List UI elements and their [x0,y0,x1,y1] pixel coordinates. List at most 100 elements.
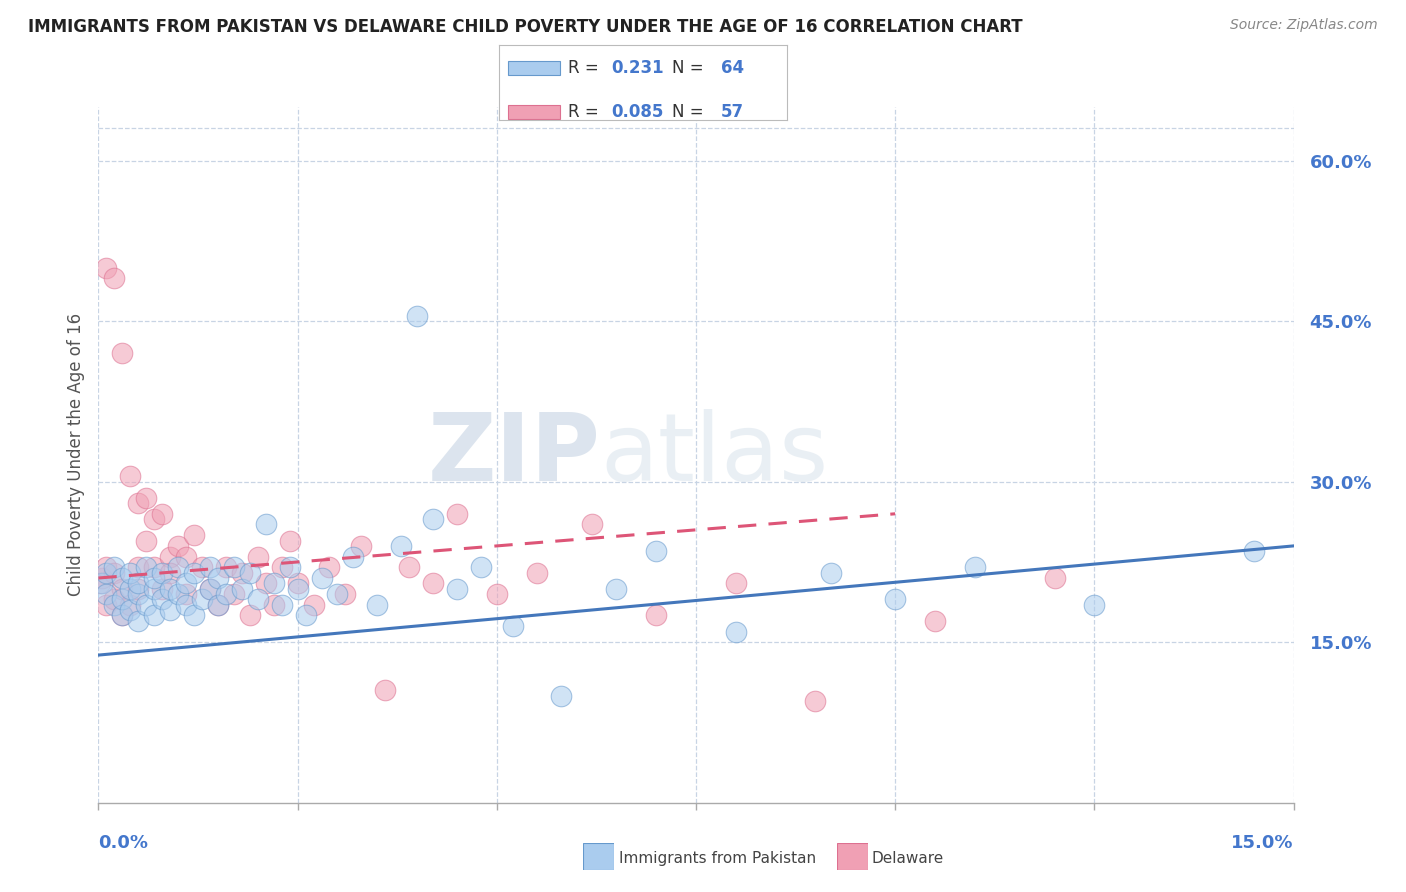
Point [550,689,572,703]
Point [111,571,134,585]
Point [963,560,986,574]
Point [326,587,349,601]
Point [239,566,262,580]
Point [89,576,111,591]
Point [485,587,508,601]
Point [143,582,166,596]
Point [198,560,221,574]
Point [96,560,118,574]
Text: 0.0%: 0.0% [98,834,149,852]
Point [174,549,197,564]
Point [263,598,285,612]
Point [222,560,245,574]
Point [111,582,134,596]
Point [207,571,229,585]
Point [120,582,142,596]
Point [389,539,412,553]
Point [198,582,221,596]
Point [103,592,125,607]
Text: atlas: atlas [600,409,828,501]
Point [143,512,166,526]
Point [645,544,668,558]
Point [231,582,253,596]
Text: ZIP: ZIP [427,409,600,501]
Point [174,598,197,612]
Point [263,576,285,591]
Point [150,566,173,580]
Point [120,566,142,580]
Point [342,549,364,564]
Point [127,496,149,510]
Point [96,566,118,580]
Point [183,528,205,542]
Point [103,598,125,612]
Text: Source: ZipAtlas.com: Source: ZipAtlas.com [1230,18,1378,32]
Text: N =: N = [672,59,714,77]
Point [222,587,245,601]
Text: N =: N = [672,103,714,121]
Point [174,576,197,591]
Point [350,539,373,553]
Point [231,566,253,580]
Point [127,614,149,628]
Point [422,576,444,591]
Text: 0.231: 0.231 [612,59,664,77]
Point [294,608,316,623]
Point [135,533,157,548]
Y-axis label: Child Poverty Under the Age of 16: Child Poverty Under the Age of 16 [66,313,84,597]
Point [103,271,125,285]
Point [406,309,429,323]
Point [143,608,166,623]
Text: Immigrants from Pakistan: Immigrants from Pakistan [619,851,815,865]
Point [645,608,668,623]
Point [270,560,292,574]
Point [287,576,309,591]
Point [884,592,907,607]
Point [91,571,114,585]
Point [1043,571,1066,585]
Point [159,582,181,596]
Text: IMMIGRANTS FROM PAKISTAN VS DELAWARE CHILD POVERTY UNDER THE AGE OF 16 CORRELATI: IMMIGRANTS FROM PAKISTAN VS DELAWARE CHI… [28,18,1022,36]
Point [135,560,157,574]
Point [96,587,118,601]
Point [215,560,238,574]
Point [198,582,221,596]
Text: R =: R = [568,59,610,77]
Point [207,598,229,612]
Point [143,560,166,574]
Point [150,507,173,521]
Point [111,346,134,360]
Text: 0.085: 0.085 [612,103,664,121]
Point [246,592,269,607]
Point [183,608,205,623]
Point [1243,544,1265,558]
Point [278,533,301,548]
Point [135,598,157,612]
Point [159,566,181,580]
Point [581,517,603,532]
Bar [508,105,560,119]
Point [215,587,238,601]
Point [174,587,197,601]
Point [470,560,492,574]
Point [167,560,190,574]
Text: 15.0%: 15.0% [1232,834,1294,852]
Point [820,566,842,580]
Point [446,507,468,521]
Text: R =: R = [568,103,610,121]
Point [96,598,118,612]
Bar [508,62,560,75]
Point [159,603,181,617]
Point [254,576,277,591]
Point [127,582,149,596]
Text: Delaware: Delaware [872,851,943,865]
Point [120,603,142,617]
Point [207,598,229,612]
Point [246,549,269,564]
Point [143,571,166,585]
Point [526,566,548,580]
Point [254,517,277,532]
Text: 64: 64 [721,59,744,77]
Point [335,587,357,601]
Point [302,598,325,612]
